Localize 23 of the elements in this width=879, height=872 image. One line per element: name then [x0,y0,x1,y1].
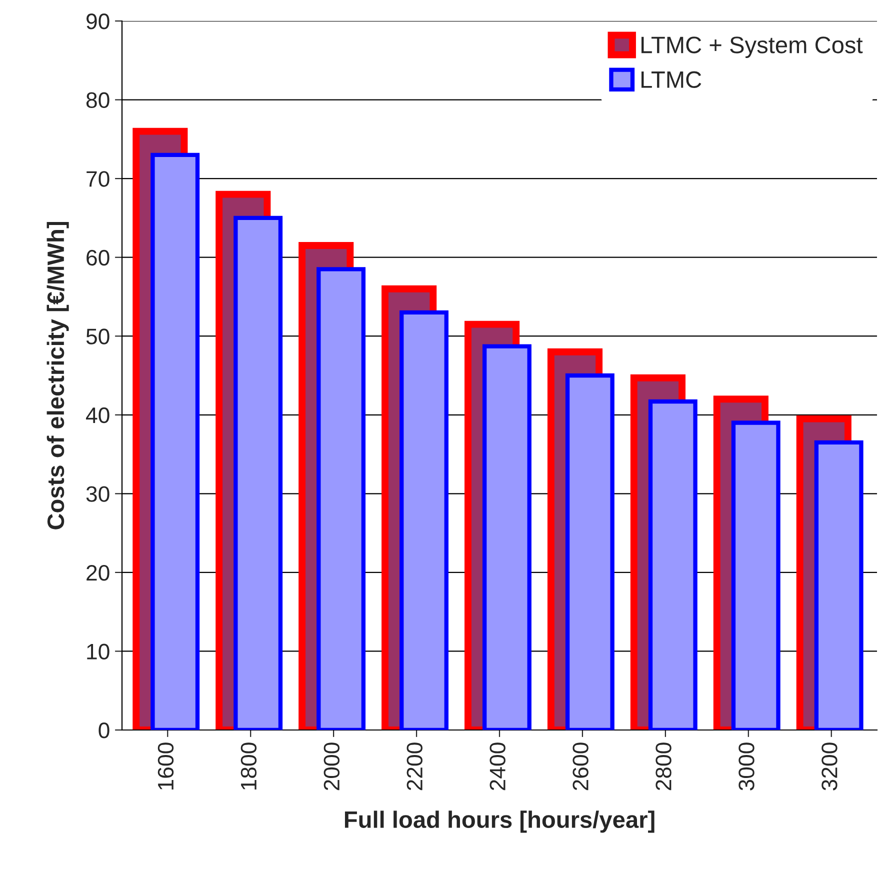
y-tick-label: 50 [86,328,110,344]
y-axis-title: Costs of electricity [€/MWh] [46,222,69,530]
legend-label: LTMC + System Cost [642,36,863,58]
legend-label: LTMC [642,71,702,88]
y-tick-label: 10 [87,644,110,660]
y-tick-label: 30 [86,486,110,502]
y-tick-label: 80 [86,92,110,108]
x-tick-label: 3200 [822,742,838,790]
y-tick-label: 90 [86,14,110,30]
y-tick-label: 40 [86,407,110,424]
y-tick-label: 20 [86,564,110,581]
y-tick-label: 60 [86,250,110,266]
x-tick-label: 2000 [324,742,340,790]
x-tick-label: 2600 [572,742,588,790]
x-tick-label: 1600 [158,742,174,790]
x-tick-label: 2200 [406,742,422,790]
x-tick-label: 2400 [490,742,506,790]
x-tick-label: 1800 [240,742,257,790]
x-tick-label: 3000 [738,742,754,790]
y-tick-label: 70 [86,171,110,187]
y-tick-label: 0 [98,722,110,738]
x-tick-label: 2800 [656,742,672,790]
x-axis-title: Full load hours [hours/year] [344,810,654,833]
